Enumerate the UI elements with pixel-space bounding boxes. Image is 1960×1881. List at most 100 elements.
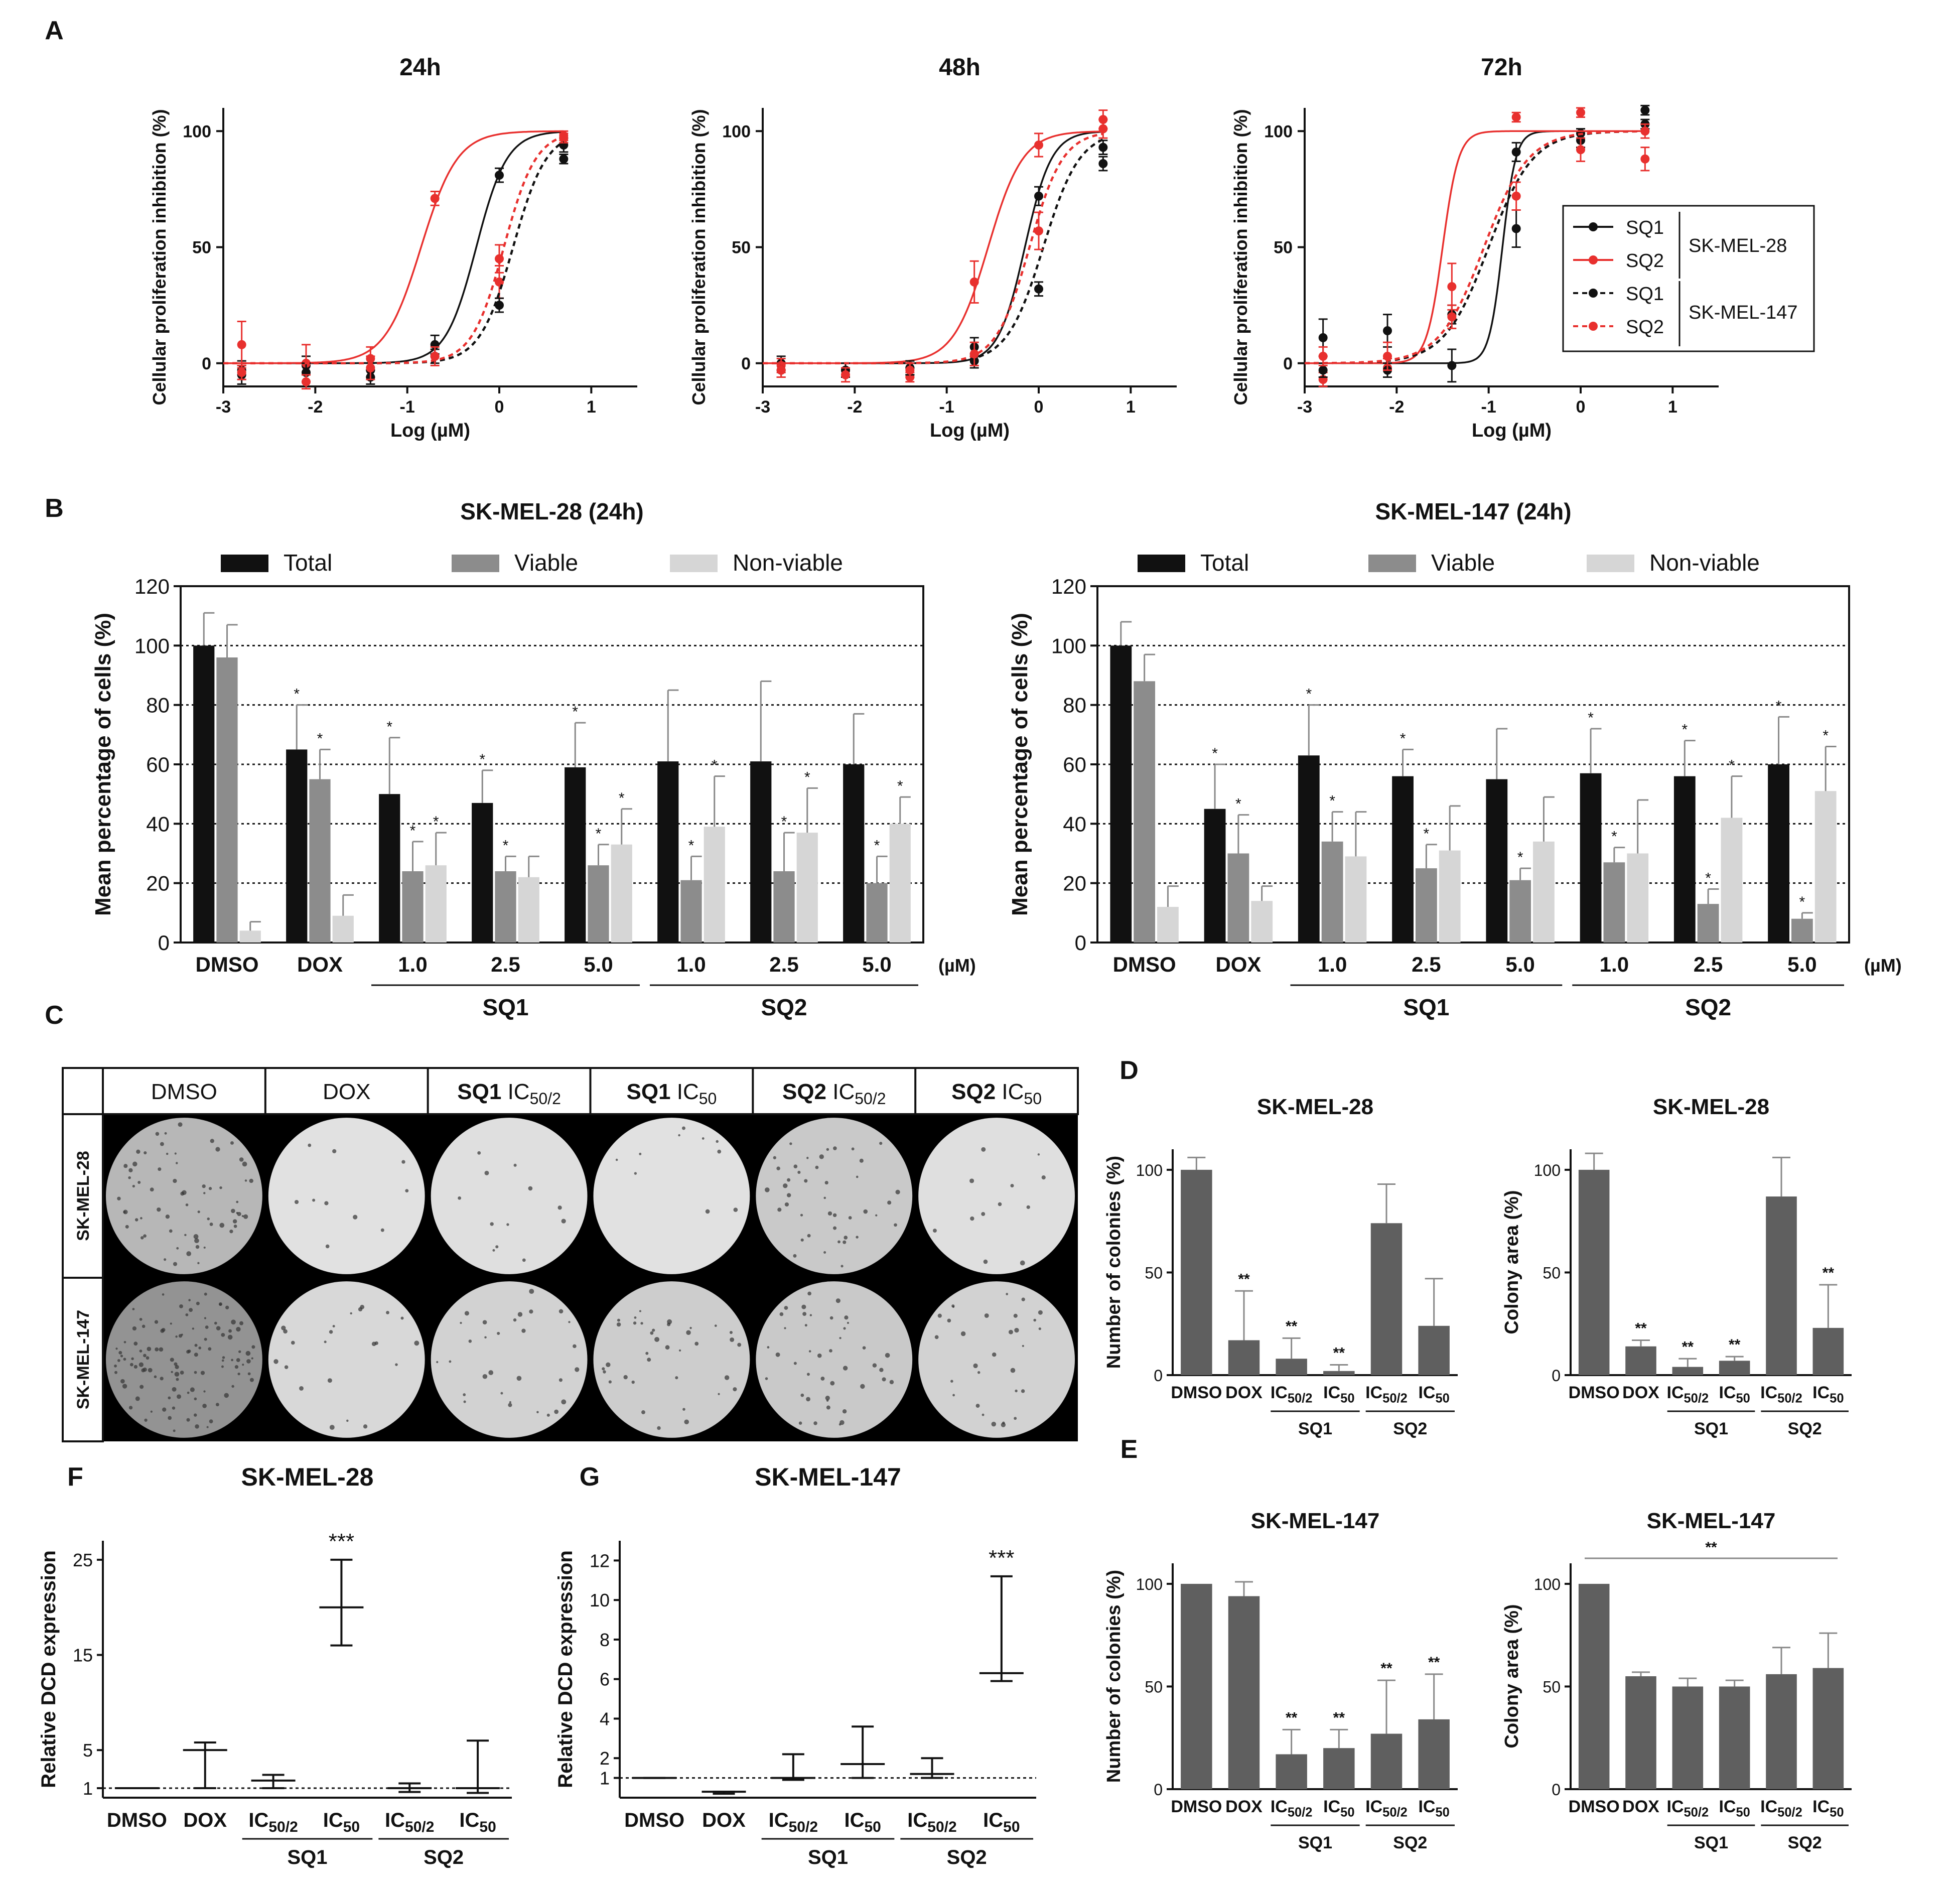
colony bbox=[460, 1321, 462, 1324]
colony bbox=[120, 1379, 125, 1384]
y-tick-label: 1 bbox=[83, 1778, 93, 1799]
x-tick-label: IC50 bbox=[459, 1809, 496, 1835]
x-tick-label: IC50/2 bbox=[769, 1809, 818, 1835]
colony bbox=[132, 1326, 137, 1331]
legend-marker bbox=[1589, 289, 1598, 298]
colony bbox=[784, 1327, 786, 1329]
colony bbox=[839, 1336, 842, 1339]
group-label: SQ1 bbox=[1298, 1833, 1332, 1852]
group-label: SQ1 bbox=[287, 1846, 327, 1868]
data-point bbox=[1511, 224, 1521, 233]
x-tick-label: 2.5 bbox=[1694, 953, 1723, 976]
colony bbox=[879, 1142, 883, 1145]
colony bbox=[641, 1410, 645, 1414]
legend-entry: Total bbox=[284, 550, 332, 576]
colony bbox=[716, 1140, 719, 1143]
x-tick-label: 5.0 bbox=[862, 953, 891, 976]
colony bbox=[239, 1321, 244, 1325]
group-label: SQ2 bbox=[947, 1846, 987, 1868]
colony bbox=[784, 1306, 788, 1310]
colony bbox=[654, 1336, 660, 1342]
colony bbox=[162, 1293, 165, 1296]
colony bbox=[983, 1259, 988, 1264]
colony bbox=[139, 1317, 143, 1321]
x-axis-label: Log (µM) bbox=[930, 420, 1010, 441]
bar bbox=[1251, 901, 1273, 943]
x-tick-label: 2.5 bbox=[491, 953, 520, 976]
colony bbox=[173, 1262, 178, 1266]
y-tick-label: 0 bbox=[1552, 1367, 1561, 1385]
significance-star: * bbox=[1329, 793, 1335, 810]
colony bbox=[239, 1157, 244, 1162]
colony bbox=[273, 1359, 278, 1364]
colony bbox=[793, 1362, 797, 1365]
colony bbox=[160, 1142, 164, 1146]
data-point bbox=[430, 351, 440, 361]
colony bbox=[186, 1350, 190, 1354]
colony bbox=[882, 1377, 886, 1382]
significance-star: * bbox=[1776, 698, 1782, 714]
colony bbox=[1041, 1175, 1046, 1180]
colony bbox=[492, 1249, 495, 1252]
colony bbox=[284, 1365, 289, 1369]
colony bbox=[633, 1321, 637, 1325]
y-tick-label: 25 bbox=[73, 1550, 93, 1570]
bar bbox=[1697, 904, 1719, 943]
colony bbox=[138, 1362, 144, 1367]
colony bbox=[332, 1325, 335, 1327]
panel-letter-a: A bbox=[45, 16, 64, 45]
data-point bbox=[1447, 361, 1457, 370]
colony bbox=[657, 1426, 661, 1430]
colony bbox=[155, 1347, 159, 1352]
colony bbox=[702, 1137, 705, 1140]
colony bbox=[146, 1356, 150, 1360]
bar bbox=[1134, 681, 1156, 943]
colony bbox=[885, 1353, 890, 1358]
colony bbox=[856, 1236, 859, 1239]
colony bbox=[724, 1375, 730, 1380]
colony bbox=[894, 1223, 897, 1227]
colony bbox=[1026, 1205, 1030, 1209]
y-tick-label: 5 bbox=[83, 1740, 93, 1761]
colony bbox=[817, 1353, 822, 1358]
data-point bbox=[237, 368, 246, 377]
curve-2 bbox=[763, 138, 1104, 364]
colony bbox=[360, 1304, 365, 1309]
colony bbox=[684, 1419, 689, 1425]
colony bbox=[202, 1403, 207, 1408]
bar bbox=[750, 761, 772, 943]
colony bbox=[714, 1324, 717, 1327]
colony bbox=[194, 1343, 198, 1347]
colony bbox=[236, 1326, 241, 1332]
x-tick-label: IC50 bbox=[1418, 1383, 1449, 1406]
x-tick-label: DMSO bbox=[1569, 1383, 1620, 1402]
data-point bbox=[969, 349, 979, 359]
significance-star: ** bbox=[1428, 1654, 1440, 1671]
legend-entry: SQ2 bbox=[1626, 317, 1664, 338]
colony bbox=[141, 1236, 144, 1240]
x-tick-label: 1 bbox=[1668, 397, 1677, 417]
colony bbox=[826, 1399, 829, 1402]
curve-3 bbox=[763, 132, 1103, 364]
colony bbox=[175, 1335, 178, 1338]
colony bbox=[786, 1193, 791, 1197]
x-tick-label: 0 bbox=[1034, 397, 1044, 417]
y-tick-label: 20 bbox=[146, 872, 170, 895]
bar bbox=[1228, 1340, 1260, 1375]
colony bbox=[144, 1418, 148, 1422]
x-tick-label: DOX bbox=[183, 1809, 227, 1831]
colony bbox=[1008, 1329, 1013, 1334]
x-tick-label: IC50/2 bbox=[1365, 1383, 1408, 1406]
legend-entry: Viable bbox=[1431, 550, 1495, 576]
colony bbox=[789, 1142, 792, 1145]
significance-star: * bbox=[897, 778, 903, 794]
x-tick-label: -1 bbox=[939, 397, 954, 417]
colony bbox=[225, 1305, 229, 1309]
significance-star: * bbox=[1682, 722, 1688, 738]
y-axis-label: Relative DCD expression bbox=[38, 1550, 60, 1788]
colony bbox=[490, 1222, 494, 1226]
bar bbox=[1418, 1719, 1450, 1789]
colony bbox=[244, 1179, 247, 1182]
colony bbox=[171, 1371, 173, 1373]
